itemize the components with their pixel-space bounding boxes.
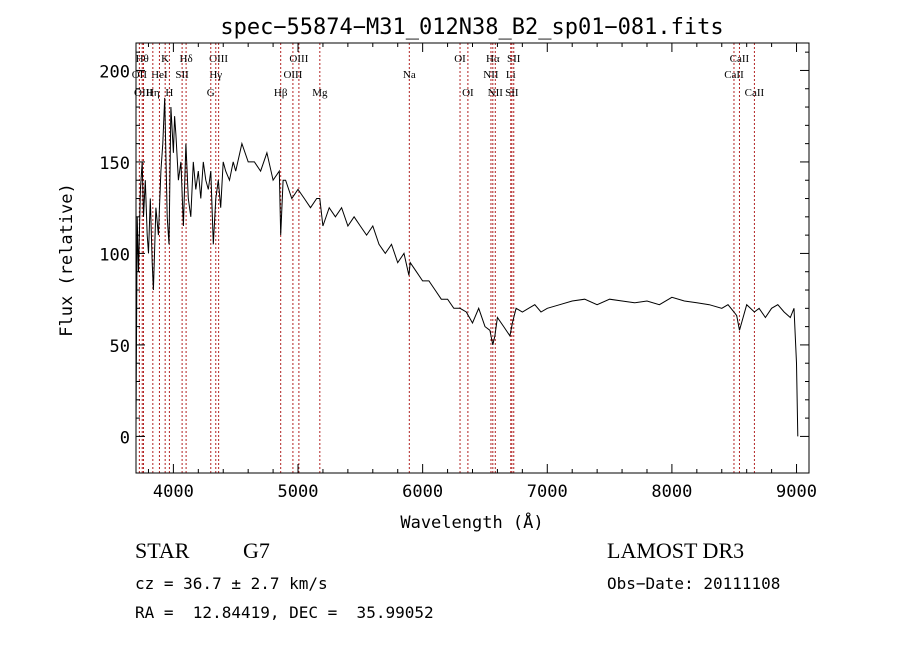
observation-date: Obs−Date: 20111108 (607, 574, 781, 593)
class-label: STAR (135, 538, 190, 563)
spectral-line-label: Hη (146, 87, 160, 99)
x-tick-label: 6000 (402, 482, 443, 502)
spectral-line-label: CaII (745, 87, 765, 99)
x-tick-label: 7000 (527, 482, 568, 502)
spectral-line-label: NII (483, 69, 499, 81)
spectral-line-label: Hδ (180, 53, 193, 65)
x-axis: 4000 5000 6000 7000 8000 9000 (147, 43, 817, 502)
x-axis-label: Wavelength (Å) (400, 511, 543, 533)
survey-label: LAMOST DR3 (607, 538, 745, 563)
spectral-line-label: OIII (134, 87, 153, 99)
spectral-line-label: CaII (730, 53, 750, 65)
spectral-line-label: HeI (151, 69, 168, 81)
spectral-line-label: Mg (312, 87, 328, 99)
spectral-line-label: CaII (724, 69, 744, 81)
x-tick-label: 8000 (651, 482, 692, 502)
spectral-line-label: OIII (209, 53, 228, 65)
y-tick-label: 100 (99, 245, 130, 265)
spectral-line-label: Na (403, 69, 416, 81)
coordinates: RA = 12.84419, DEC = 35.99052 (135, 603, 434, 622)
spectral-line-label: G (207, 87, 215, 99)
redshift-value: cz = 36.7 ± 2.7 km/s (135, 574, 328, 593)
spectral-line-label: OIII (283, 69, 302, 81)
spectral-line-label: OI (454, 53, 466, 65)
spectral-line-label: Hγ (209, 69, 222, 81)
y-tick-label: 200 (99, 62, 130, 82)
flux-series-line (135, 97, 799, 437)
spectral-line-label: Hα (486, 53, 500, 65)
spectral-line-label: SII (507, 53, 521, 65)
spectral-line-label: K (161, 53, 169, 65)
plot-frame (135, 42, 810, 474)
x-tick-label: 9000 (776, 482, 817, 502)
y-tick-label: 150 (99, 154, 130, 174)
spectral-line-label: H (165, 87, 173, 99)
y-axis-label: Flux (relative) (57, 183, 77, 337)
spectral-line-label: Li (506, 69, 516, 81)
y-axis: 0 50 100 150 200 (99, 51, 809, 448)
spectral-line-label: SII (175, 69, 189, 81)
y-tick-label: 0 (120, 428, 130, 448)
spectral-line-label: OIII (289, 53, 308, 65)
y-tick-label: 50 (110, 337, 130, 357)
x-tick-label: 5000 (278, 482, 319, 502)
subclass-label: G7 (243, 538, 270, 563)
spectral-line-label: Hθ (136, 53, 149, 65)
spectral-line-label: Hβ (274, 87, 288, 99)
spectral-line-label: NII (488, 87, 504, 99)
spectral-line-label: SII (505, 87, 519, 99)
x-tick-label: 4000 (153, 482, 194, 502)
chart-title: spec−55874−M31_012N38_B2_sp01−081.fits (220, 15, 723, 40)
spectral-line-label: OI (462, 87, 474, 99)
